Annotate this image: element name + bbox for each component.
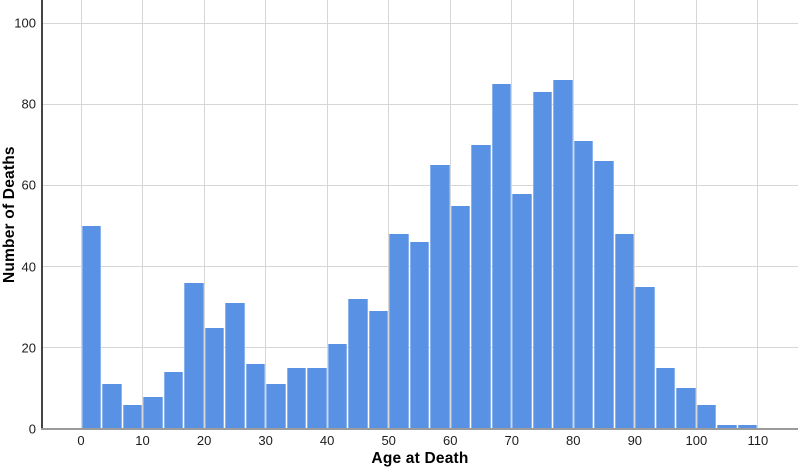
histogram-bar (102, 384, 122, 428)
vertical-gridline (388, 0, 390, 428)
vertical-gridline (142, 0, 144, 428)
x-tick-label: 0 (77, 433, 85, 448)
y-tick-label: 60 (21, 177, 36, 193)
histogram-bar (143, 396, 163, 428)
histogram-bar (204, 327, 225, 428)
vertical-gridline (326, 0, 328, 428)
x-tick-label: 50 (381, 433, 396, 448)
histogram-bar (471, 144, 491, 428)
histogram-bar (655, 368, 676, 428)
horizontal-gridline (42, 22, 798, 24)
x-tick-label: 80 (566, 433, 581, 448)
vertical-gridline (511, 0, 513, 428)
histogram-bar (409, 242, 430, 428)
histogram-bar (225, 303, 245, 428)
histogram-bar (512, 193, 532, 428)
histogram-bar (614, 234, 635, 428)
y-tick-label: 100 (14, 15, 36, 31)
y-axis-line (41, 0, 43, 429)
x-axis-title: Age at Death (371, 450, 469, 467)
vertical-gridline (80, 0, 82, 428)
histogram-bar (430, 165, 450, 428)
x-tick-label: 90 (627, 433, 643, 448)
histogram-bar (348, 299, 368, 428)
y-tick-label: 20 (21, 340, 36, 356)
y-tick-label: 80 (21, 96, 36, 112)
histogram-bar (122, 404, 143, 428)
x-tick-label: 70 (504, 433, 519, 448)
y-tick-label: 0 (28, 421, 36, 437)
vertical-gridline (572, 0, 574, 428)
horizontal-gridline (42, 184, 798, 186)
vertical-gridline (265, 0, 267, 428)
histogram-bar (368, 311, 389, 428)
histogram-bar (307, 368, 327, 428)
histogram-bar (676, 388, 696, 428)
x-tick-label: 100 (685, 433, 708, 448)
vertical-gridline (203, 0, 205, 428)
histogram-bar (81, 226, 101, 428)
histogram-bar (532, 92, 553, 428)
vertical-gridline (449, 0, 451, 428)
vertical-gridline (634, 0, 636, 428)
x-tick-label: 30 (258, 433, 273, 448)
x-tick-label: 20 (196, 433, 212, 448)
histogram-bar (594, 161, 614, 428)
x-tick-label: 60 (442, 433, 458, 448)
histogram-bar (327, 343, 348, 428)
histogram-bar (266, 384, 286, 428)
histogram-bar (245, 364, 266, 428)
vertical-gridline (757, 0, 759, 428)
histogram-bar (163, 372, 184, 428)
histogram-bar (286, 368, 307, 428)
histogram-bar (573, 140, 594, 428)
y-axis-title: Number of Deaths (1, 146, 18, 283)
horizontal-gridline (42, 103, 798, 105)
histogram-bar (553, 79, 573, 428)
histogram-bar (717, 424, 737, 428)
x-tick-label: 110 (747, 433, 769, 448)
plot-area (42, 0, 798, 429)
histogram-bar (450, 205, 471, 428)
y-tick-label: 40 (21, 259, 36, 275)
histogram-bar (635, 286, 655, 428)
vertical-gridline (695, 0, 697, 428)
histogram-bar (696, 404, 717, 428)
x-axis-line (41, 428, 798, 430)
x-tick-label: 40 (319, 433, 335, 448)
histogram-bar (184, 282, 204, 428)
x-tick-label: 10 (135, 433, 150, 448)
histogram-bar (491, 83, 512, 428)
histogram-bar (737, 424, 758, 428)
histogram-bar (389, 234, 409, 428)
